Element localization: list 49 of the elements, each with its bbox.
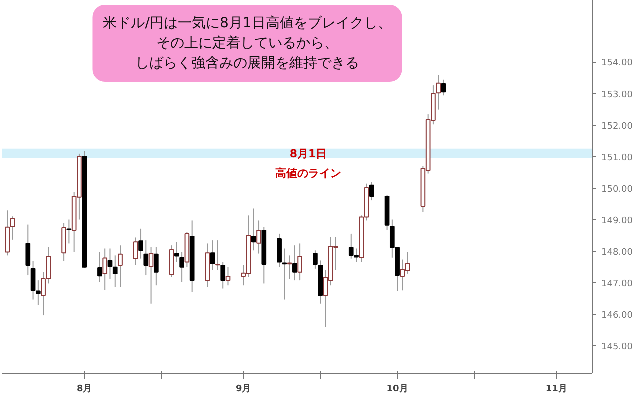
candlestick [256,220,262,254]
candlestick [174,242,180,263]
candlestick [36,280,41,306]
candlestick [180,252,184,283]
candlestick [98,252,102,283]
candlestick [133,237,138,266]
candlestick [287,255,292,280]
candlestick [251,208,256,252]
candlestick [144,240,149,276]
candlestick [436,74,442,110]
y-tick-label: 150.00 [602,184,634,195]
candlestick [112,255,118,288]
candlestick [118,245,123,288]
candlestick [10,216,16,240]
candlestick [102,248,108,291]
candlestick [66,219,72,244]
y-tick-label: 152.00 [602,122,634,132]
y-tick-label: 148.00 [602,248,634,258]
y-tick-label: 147.00 [602,279,634,290]
candlestick [216,240,220,271]
annotation: その上に定着しているから、 [156,36,338,52]
annotation: 高値のライン [276,166,342,180]
candlestick [138,228,144,260]
y-tick-label: 151.00 [602,153,634,164]
candlestick [226,266,231,286]
y-tick-label: 145.00 [602,342,634,352]
candlestick [441,79,446,96]
y-tick-label: 149.00 [602,216,634,226]
candlestick [298,243,302,282]
candlestick [30,260,36,300]
candlestick [210,240,216,271]
y-tick-label: 146.00 [602,310,634,321]
annotation: しばらく強含みの展開を維持できる [136,56,360,72]
candlestick [108,248,113,280]
x-tick-label: 10月 [386,384,408,394]
candlestick [26,224,31,276]
x-tick-label: 11月 [546,384,568,394]
candlestick [220,262,226,290]
candlestick [313,250,318,270]
candlestick [292,245,298,282]
candlestick [148,246,154,304]
annotation: 8月1日 [290,147,328,160]
annotation: 米ドル/円は一気に8月1日高値をブレイクし、 [103,16,392,32]
y-tick-label: 153.00 [602,90,634,100]
candlestick [154,246,159,286]
x-tick-label: 8月 [76,384,92,394]
candlestick [369,182,374,202]
y-tick-label: 154.00 [602,58,634,69]
x-tick-label: 9月 [236,384,252,394]
